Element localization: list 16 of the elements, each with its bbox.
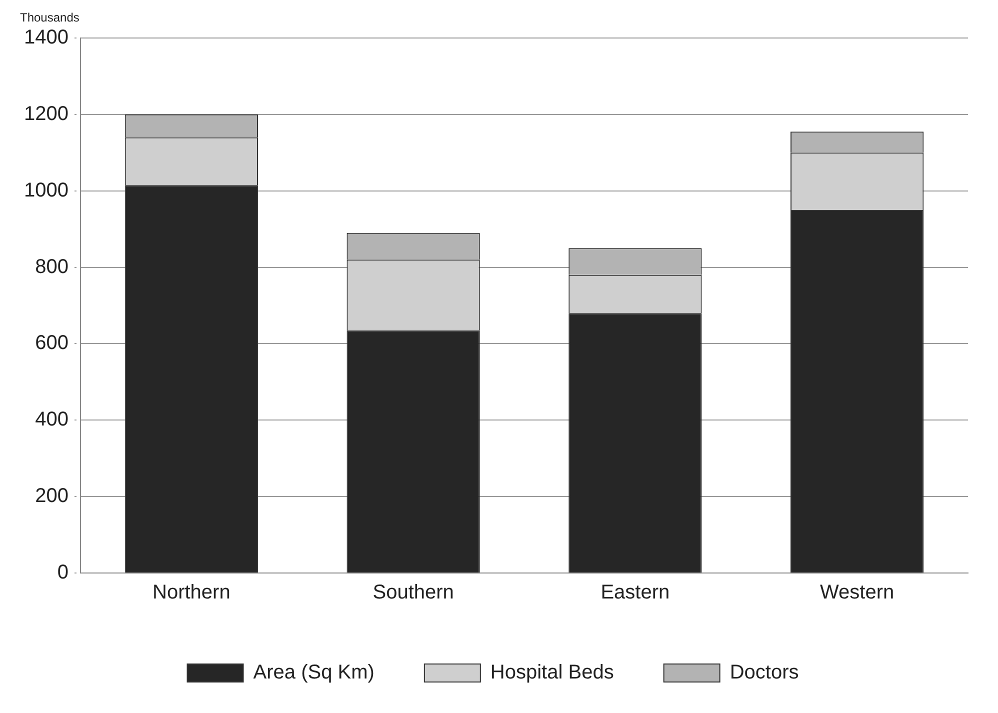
legend-label: Doctors	[730, 662, 799, 684]
legend-label: Area (Sq Km)	[253, 662, 374, 684]
legend-label: Hospital Beds	[490, 662, 614, 684]
x-tick-label: Eastern	[600, 582, 670, 604]
y-tick-label: 200	[35, 485, 68, 508]
y-axis-title: Thousands	[20, 10, 80, 24]
x-tick-label: Western	[820, 582, 894, 604]
y-tick-label: 1400	[24, 26, 68, 49]
x-tick-label: Southern	[372, 582, 454, 604]
y-tick-label: 400	[35, 408, 68, 431]
y-tick-label: 1000	[24, 179, 68, 202]
y-tick-label: 800	[35, 256, 68, 278]
x-tick-label: Northern	[152, 582, 230, 604]
y-tick-label: 600	[35, 332, 68, 354]
y-tick-label: 1200	[24, 102, 68, 125]
y-tick-label: 0	[57, 562, 68, 584]
